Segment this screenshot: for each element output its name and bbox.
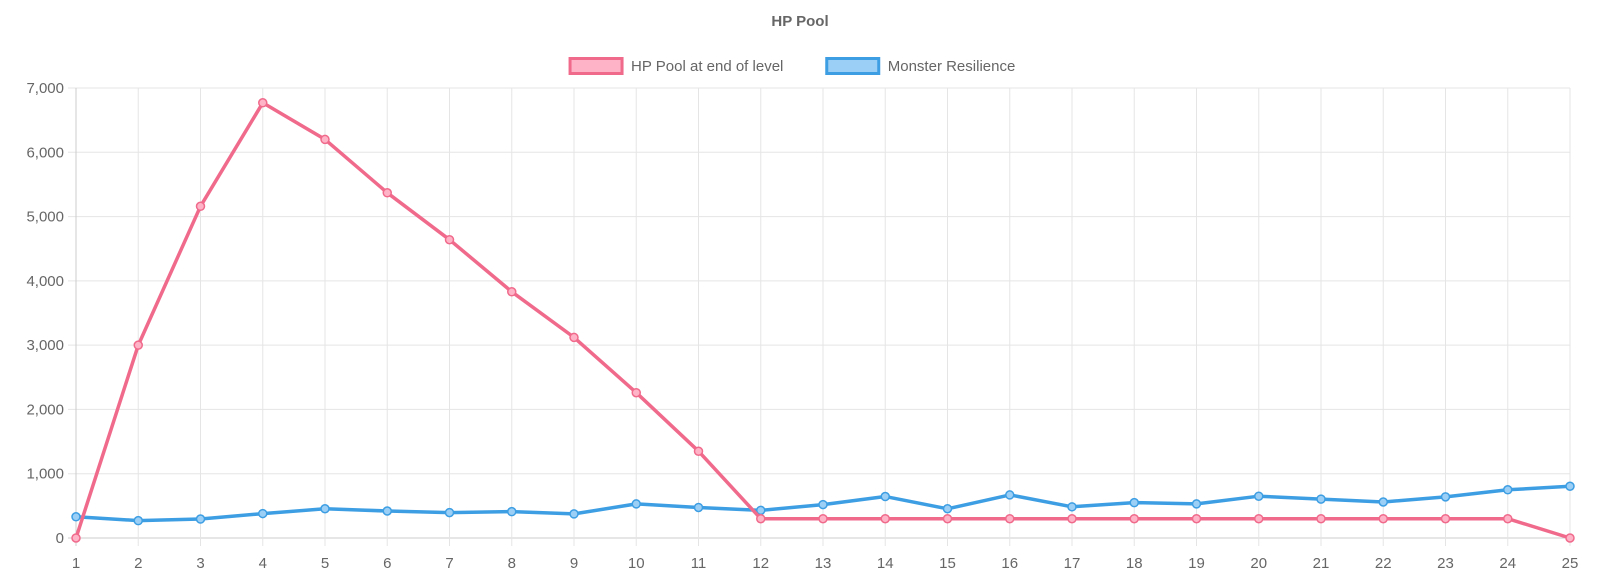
legend-swatch	[568, 57, 624, 75]
x-tick-label: 18	[1126, 555, 1143, 572]
y-tick-label: 3,000	[26, 337, 64, 354]
data-point[interactable]	[693, 446, 704, 456]
x-tick-label: 12	[752, 555, 769, 572]
data-point[interactable]	[195, 514, 206, 524]
x-tick-label: 16	[1001, 555, 1018, 572]
data-point[interactable]	[631, 499, 641, 509]
y-tick-label: 4,000	[26, 273, 64, 290]
x-tick-label: 19	[1188, 555, 1205, 572]
x-tick-label: 13	[815, 555, 832, 572]
x-tick-label: 2	[134, 555, 142, 572]
data-point[interactable]	[942, 513, 953, 524]
x-tick-label: 22	[1375, 555, 1392, 572]
data-point[interactable]	[1378, 513, 1388, 524]
y-tick-label: 1,000	[26, 466, 64, 483]
x-tick-label: 9	[570, 555, 578, 572]
data-point[interactable]	[942, 504, 953, 514]
data-point[interactable]	[1191, 499, 1202, 509]
x-tick-label: 20	[1250, 555, 1267, 572]
data-point[interactable]	[880, 491, 890, 502]
x-tick-label: 3	[196, 555, 204, 572]
data-point[interactable]	[507, 506, 517, 517]
x-tick-label: 1	[72, 555, 80, 572]
data-point[interactable]	[258, 508, 268, 519]
chart-title: HP Pool	[771, 13, 828, 30]
x-tick-label: 15	[939, 555, 956, 572]
x-tick-label: 7	[445, 555, 453, 572]
data-point[interactable]	[569, 332, 579, 343]
data-point[interactable]	[631, 387, 641, 398]
y-tick-label: 7,000	[26, 80, 64, 97]
x-tick-label: 11	[691, 555, 707, 572]
x-tick-label: 6	[383, 555, 391, 572]
x-tick-label: 5	[321, 555, 329, 572]
x-tick-label: 14	[877, 555, 894, 572]
grid-layer	[68, 87, 1571, 546]
legend-label: HP Pool at end of level	[631, 58, 783, 75]
y-tick-label: 2,000	[26, 401, 64, 418]
data-point[interactable]	[756, 513, 766, 524]
data-point[interactable]	[444, 507, 455, 518]
legend: HP Pool at end of level Monster Resilienc…	[568, 57, 1016, 75]
data-point[interactable]	[1005, 513, 1015, 524]
data-point[interactable]	[71, 533, 81, 543]
data-point[interactable]	[382, 506, 392, 516]
y-tick-label: 5,000	[26, 209, 64, 226]
data-point[interactable]	[1129, 497, 1139, 508]
data-point[interactable]	[1191, 513, 1202, 524]
data-point[interactable]	[133, 515, 143, 526]
x-tick-label: 17	[1064, 555, 1081, 572]
data-point[interactable]	[1378, 497, 1388, 507]
data-point[interactable]	[1067, 502, 1077, 512]
data-point[interactable]	[382, 188, 392, 198]
series-1	[71, 481, 1575, 526]
data-point[interactable]	[258, 98, 268, 108]
data-point[interactable]	[320, 134, 330, 145]
data-point[interactable]	[1565, 481, 1575, 491]
data-point[interactable]	[507, 287, 517, 297]
y-tick-label: 0	[56, 530, 64, 547]
x-tick-label: 10	[628, 555, 645, 572]
legend-label: Monster Resilience	[888, 58, 1016, 75]
data-point[interactable]	[444, 234, 455, 245]
data-point[interactable]	[1440, 513, 1451, 524]
data-point[interactable]	[569, 509, 579, 519]
data-point[interactable]	[1005, 490, 1015, 500]
y-tick-label: 6,000	[26, 144, 64, 161]
series-layer	[71, 98, 1575, 543]
data-point[interactable]	[818, 513, 828, 524]
data-point[interactable]	[195, 201, 206, 212]
legend-item[interactable]: Monster Resilience	[825, 57, 1016, 75]
data-point[interactable]	[1565, 533, 1575, 543]
data-point[interactable]	[1316, 494, 1326, 504]
x-tick-label: 24	[1499, 555, 1516, 572]
x-tick-label: 21	[1313, 555, 1330, 572]
data-point[interactable]	[880, 513, 890, 524]
data-point[interactable]	[1503, 513, 1513, 524]
data-point[interactable]	[1067, 513, 1077, 524]
legend-item[interactable]: HP Pool at end of level	[568, 57, 783, 75]
data-point[interactable]	[1440, 492, 1451, 502]
data-point[interactable]	[1129, 513, 1139, 524]
series-0	[71, 98, 1575, 543]
legend-swatch	[825, 57, 881, 75]
data-point[interactable]	[818, 499, 828, 510]
data-point[interactable]	[693, 502, 704, 513]
x-tick-label: 8	[508, 555, 516, 572]
data-point[interactable]	[71, 512, 81, 522]
data-point[interactable]	[1316, 513, 1326, 524]
x-tick-label: 25	[1562, 555, 1579, 572]
data-point[interactable]	[133, 340, 143, 350]
data-point[interactable]	[1503, 485, 1513, 495]
x-tick-label: 4	[259, 555, 267, 572]
data-point[interactable]	[320, 504, 330, 514]
data-point[interactable]	[1254, 513, 1264, 524]
x-tick-label: 23	[1437, 555, 1454, 572]
data-point[interactable]	[1254, 491, 1264, 501]
